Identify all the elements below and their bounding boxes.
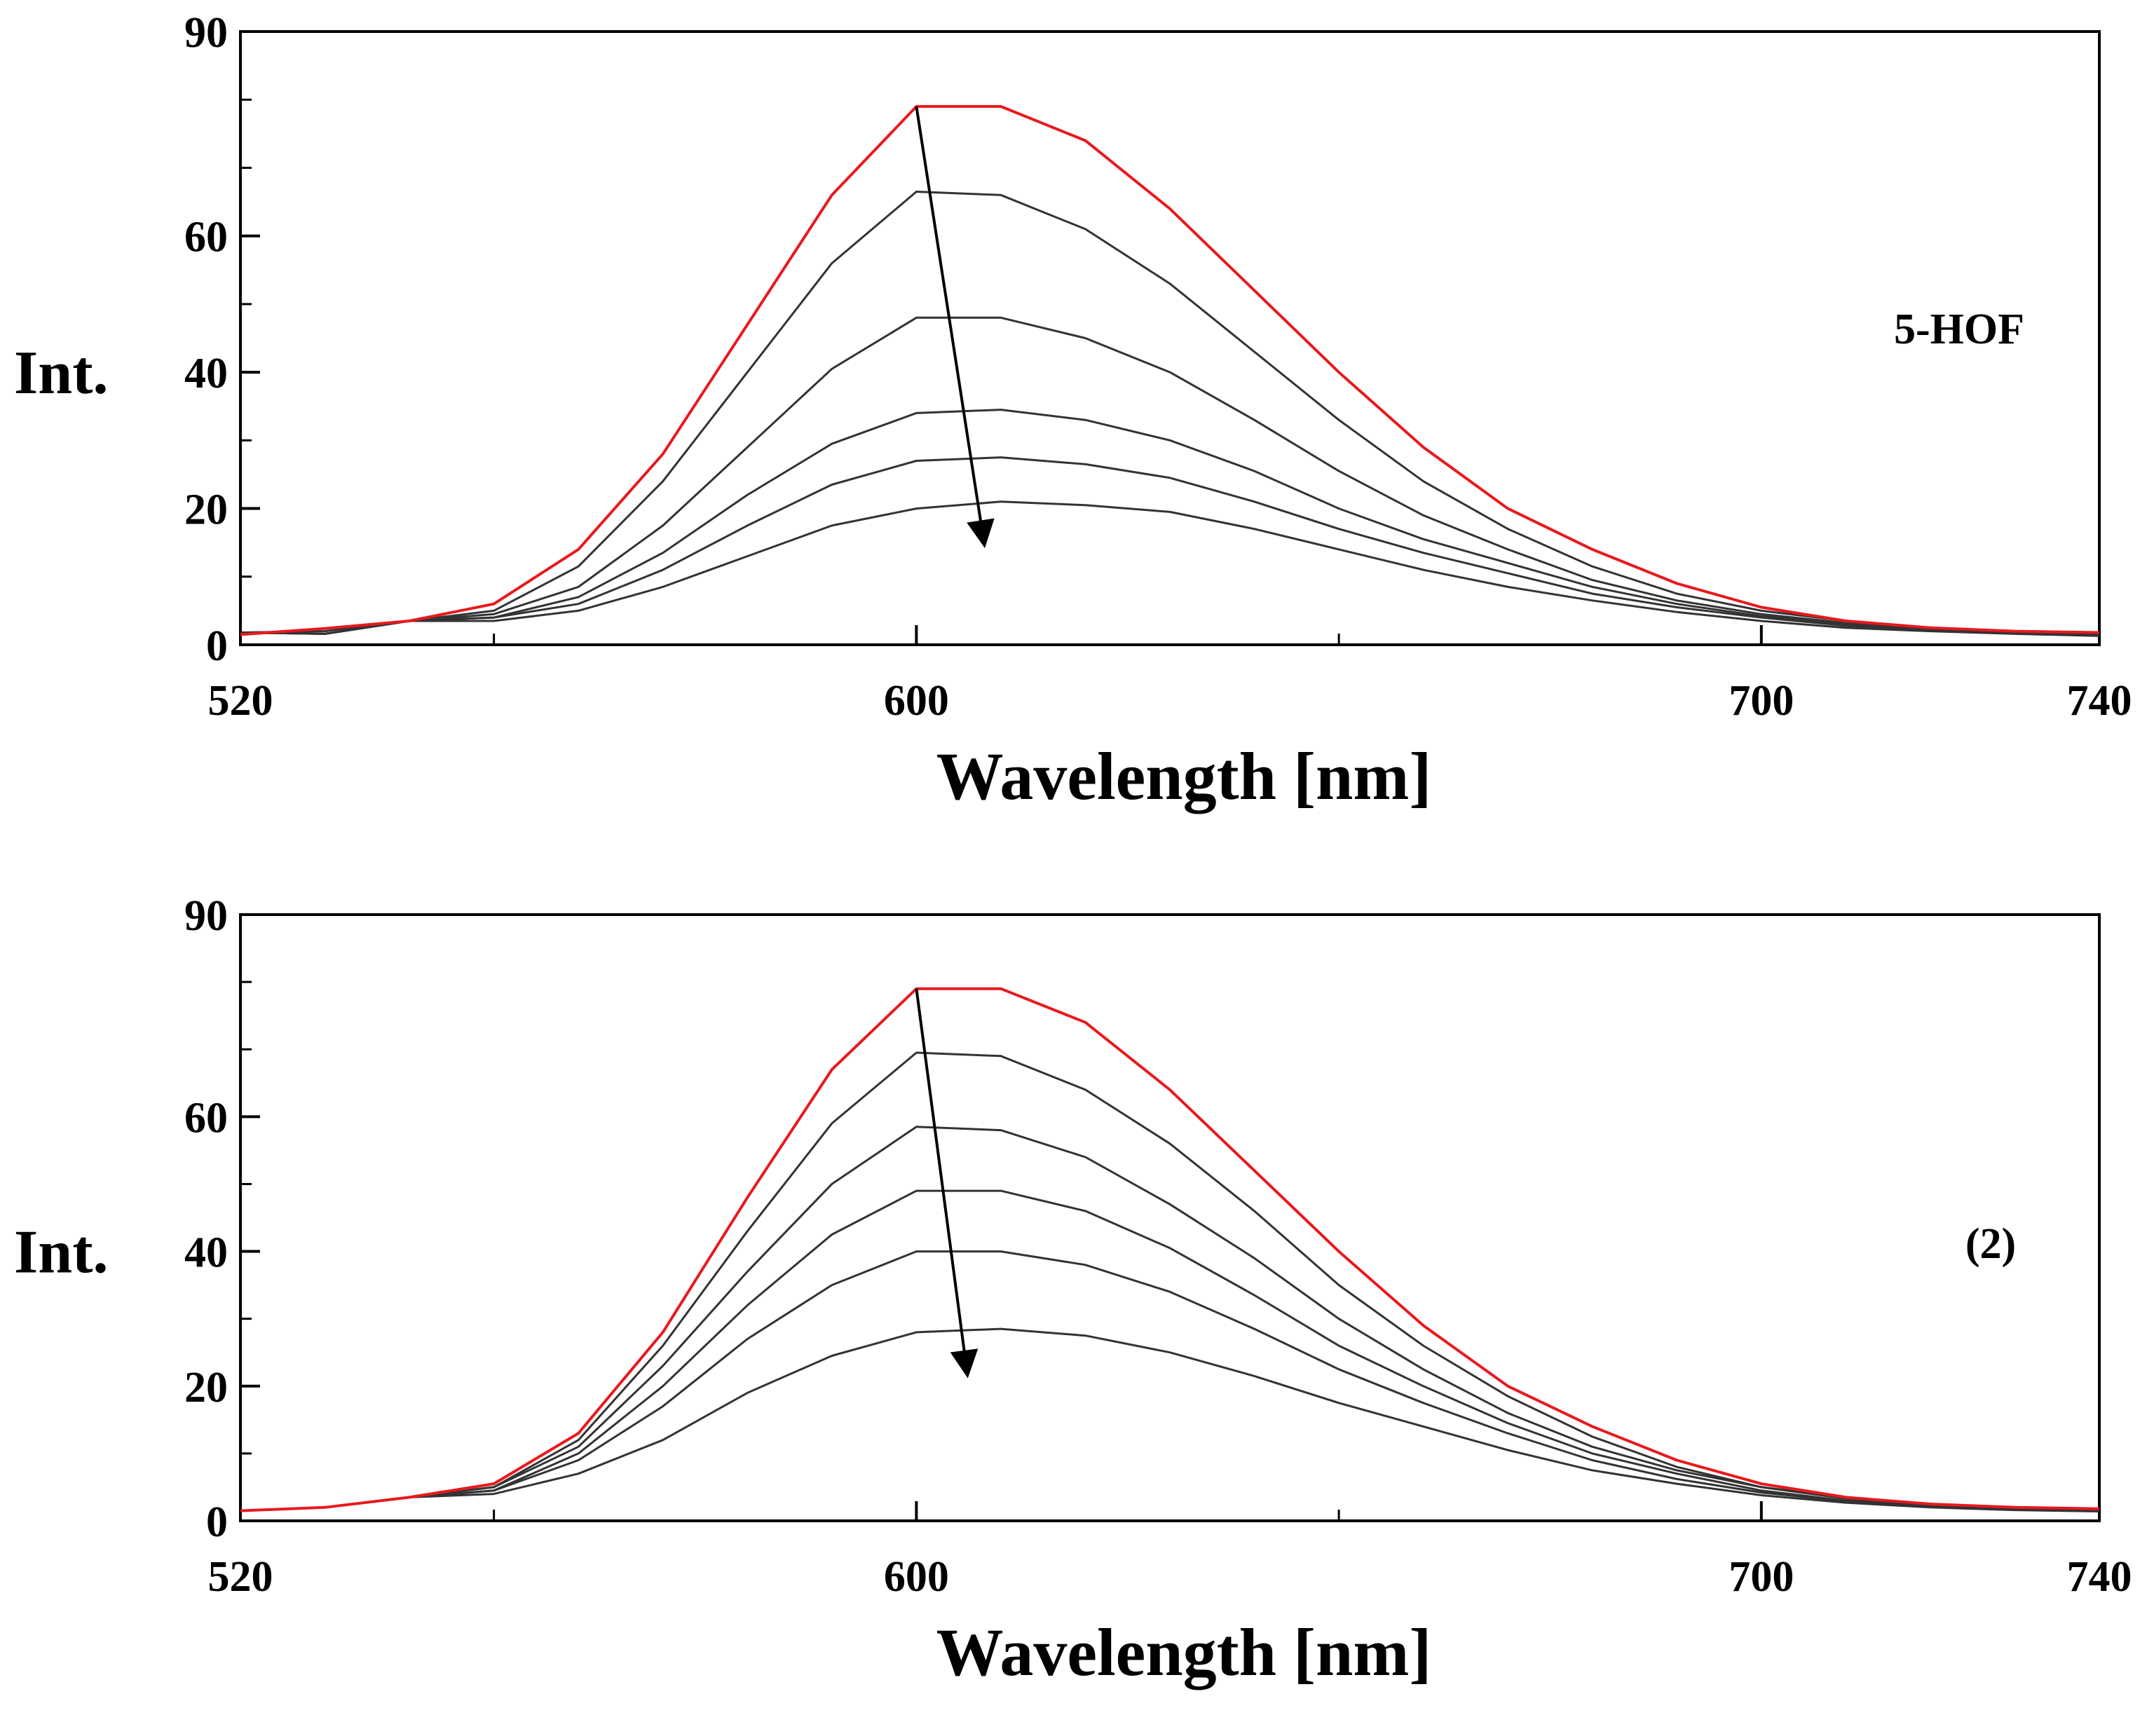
y-tick-label: 0 [206, 1498, 228, 1546]
plot-frame [239, 30, 2101, 646]
series-line-4 [240, 1189, 2100, 1512]
y-tick-label: 60 [184, 214, 228, 261]
trend-arrow [915, 106, 995, 549]
x-tick-label: 740 [2067, 677, 2132, 725]
x-tick-label: 600 [884, 1553, 949, 1601]
series-line-2 [240, 1051, 2100, 1512]
x-tick-label: 520 [208, 677, 273, 725]
y-tick-label: 40 [184, 1229, 228, 1277]
series-line-5 [240, 456, 2100, 636]
y-tick-label: 20 [184, 486, 228, 534]
series-line-3 [240, 1126, 2100, 1512]
y-tick-label: 20 [184, 1364, 228, 1412]
x-tick-label: 700 [1729, 1553, 1794, 1601]
series-line-initial [240, 987, 2100, 1512]
y-axis-label: Int. [14, 1219, 109, 1287]
y-axis-label: Int. [14, 339, 109, 407]
x-tick-label: 520 [208, 1553, 273, 1601]
y-tick-label: 40 [184, 350, 228, 397]
series-line-6 [240, 500, 2100, 637]
series-line-4 [240, 409, 2100, 635]
x-axis-label: Wavelength [nm] [936, 739, 1432, 814]
chart-panel-2: 0 20 40 60 90 520 600 700 740 Wavelength [nm] Int.… [14, 892, 2132, 1690]
y-tick-label: 90 [184, 9, 228, 57]
series-line-3 [240, 316, 2100, 635]
panel-label: 5-HOF [1894, 306, 2024, 353]
x-tick-label: 740 [2067, 1553, 2132, 1601]
chart-panel-1: 0 20 40 60 90 520 600 700 740 Wavelength [nm] Int.… [14, 9, 2132, 814]
y-tick-label: 0 [206, 622, 228, 670]
series-line-initial [240, 104, 2100, 636]
y-tick-label: 90 [184, 892, 228, 940]
series-line-6 [240, 1327, 2100, 1512]
x-axis-label: Wavelength [nm] [936, 1615, 1432, 1690]
series-line-5 [240, 1250, 2100, 1512]
panel-label: (2) [1965, 1220, 2016, 1268]
x-tick-label: 600 [884, 677, 949, 725]
series-line-2 [240, 191, 2100, 634]
plot-frame [239, 913, 2101, 1522]
y-tick-label: 60 [184, 1094, 228, 1142]
x-tick-label: 700 [1729, 677, 1794, 725]
trend-arrow [915, 988, 979, 1379]
